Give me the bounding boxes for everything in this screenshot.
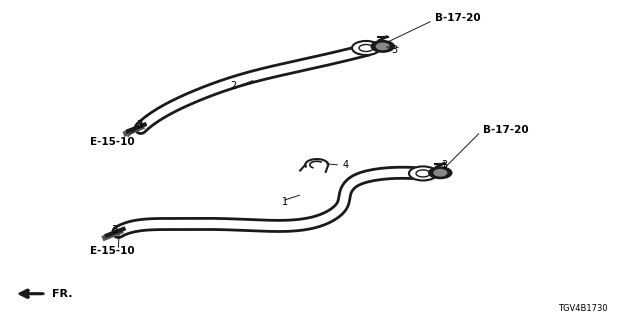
Text: B-17-20: B-17-20 xyxy=(483,124,529,135)
Text: 1: 1 xyxy=(282,196,288,207)
Text: FR.: FR. xyxy=(52,289,73,299)
Circle shape xyxy=(409,166,437,180)
Circle shape xyxy=(434,170,447,176)
Text: 3: 3 xyxy=(136,120,143,130)
Text: TGV4B1730: TGV4B1730 xyxy=(557,304,607,313)
Text: 3: 3 xyxy=(442,160,448,170)
Text: 3: 3 xyxy=(391,44,397,55)
Text: 4: 4 xyxy=(342,160,349,170)
Text: E-15-10: E-15-10 xyxy=(90,246,134,256)
Text: B-17-20: B-17-20 xyxy=(435,12,481,23)
Circle shape xyxy=(376,43,389,50)
Circle shape xyxy=(352,41,380,55)
Circle shape xyxy=(371,41,394,52)
Text: E-15-10: E-15-10 xyxy=(90,137,134,148)
Circle shape xyxy=(429,167,452,179)
Text: 3: 3 xyxy=(111,225,117,236)
Text: 2: 2 xyxy=(230,81,237,92)
